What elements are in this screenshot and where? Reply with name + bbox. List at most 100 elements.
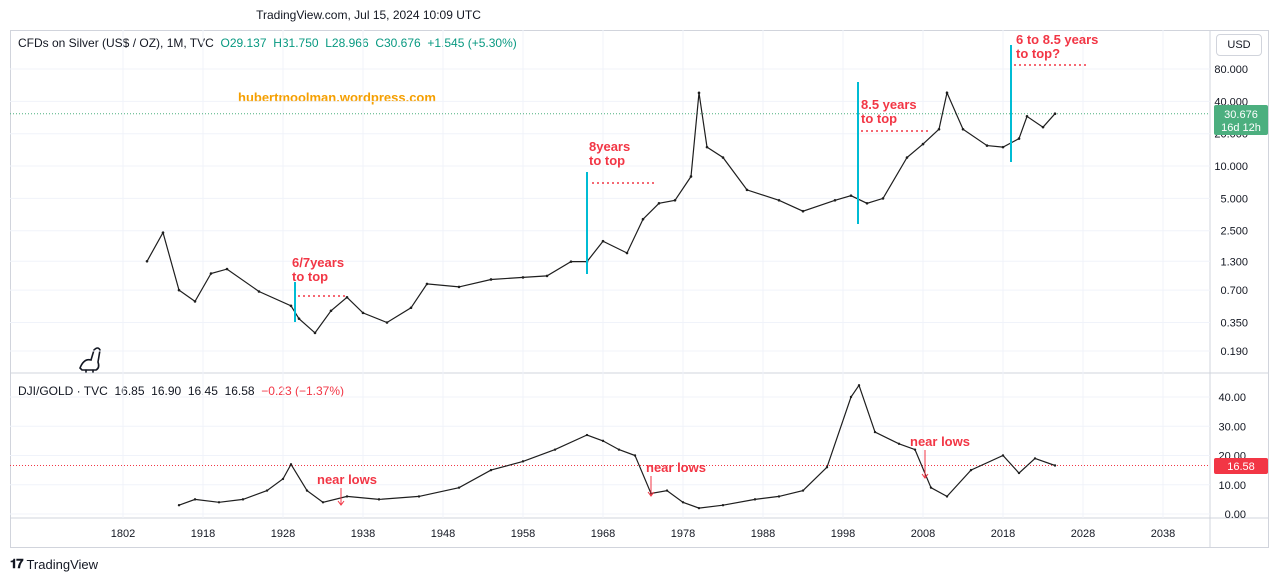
dji-gold-data-point — [753, 498, 757, 501]
x-tick-label: 1988 — [751, 528, 775, 540]
silver-data-point — [961, 127, 965, 131]
dji-gold-data-point — [457, 486, 461, 489]
dji-gold-data-point — [913, 448, 917, 451]
silver-data-point — [257, 290, 261, 293]
dji-gold-data-point — [665, 489, 669, 492]
dji-gold-data-point — [521, 460, 525, 463]
x-tick-label: 1948 — [431, 528, 455, 540]
dji-gold-data-point — [1053, 464, 1057, 467]
dji-gold-data-point — [217, 501, 221, 504]
silver-data-point — [921, 142, 925, 146]
x-tick-label: 2008 — [911, 528, 935, 540]
silver-data-point — [721, 156, 725, 159]
cycle-annotation-line1: 6 to 8.5 years — [1016, 32, 1098, 47]
cycle-annotation-line2: to top? — [1016, 46, 1060, 61]
silver-data-point — [345, 296, 349, 299]
silver-data-point — [545, 274, 549, 278]
dji-gold-data-point — [777, 495, 781, 498]
silver-data-point — [1001, 145, 1005, 149]
chart-caption: TradingView.com, Jul 15, 2024 10:09 UTC — [256, 8, 481, 22]
silver-data-point — [801, 209, 805, 213]
silver-open: O29.137 — [220, 36, 267, 50]
silver-data-point — [385, 321, 389, 324]
x-tick-label: 1978 — [671, 528, 695, 540]
near-lows-label: near lows — [910, 434, 970, 449]
silver-data-point — [569, 260, 573, 263]
near-lows-label: near lows — [646, 460, 706, 475]
cycle-annotation-line2: to top — [292, 269, 328, 284]
silver-data-point — [225, 267, 229, 271]
silver-data-point — [849, 194, 853, 197]
silver-data-point — [1017, 137, 1021, 140]
near-lows-arrowhead — [921, 473, 929, 479]
silver-data-point — [521, 276, 525, 279]
dji-gold-data-point — [825, 466, 829, 469]
dji-gold-data-point — [305, 489, 309, 492]
silver-data-point — [145, 259, 149, 263]
dji-gold-data-point — [377, 498, 381, 501]
dji-gold-data-point — [929, 486, 933, 489]
x-tick-label: 1928 — [271, 528, 295, 540]
dji-gold-badge-value: 16.58 — [1227, 461, 1255, 473]
dji-gold-data-point — [897, 442, 901, 445]
silver-data-point — [697, 91, 701, 95]
x-tick-label: 2018 — [991, 528, 1015, 540]
dji-gold-data-point — [1033, 457, 1037, 460]
silver-data-point — [1025, 115, 1029, 118]
x-tick-label: 1968 — [591, 528, 615, 540]
silver-data-point — [313, 331, 317, 335]
dji-gold-data-point — [177, 504, 181, 507]
silver-data-point — [457, 285, 461, 289]
silver-data-point — [361, 311, 365, 315]
silver-data-point — [1053, 112, 1057, 116]
x-tick-label: 2028 — [1071, 528, 1095, 540]
dji-gold-data-point — [489, 468, 493, 472]
silver-badge-value: 30.676 — [1224, 109, 1258, 121]
dji-gold-price-badge: 16.58 — [1214, 458, 1268, 474]
silver-data-point — [745, 188, 749, 192]
near-lows-label: near lows — [317, 472, 377, 487]
silver-close: C30.676 — [375, 36, 421, 50]
dji-gold-data-point — [697, 506, 701, 510]
silver-data-point — [881, 197, 885, 200]
silver-data-point — [1041, 125, 1045, 129]
dji-gold-data-point — [633, 454, 637, 457]
silver-data-point — [409, 306, 413, 310]
x-tick-label: 1998 — [831, 528, 855, 540]
x-tick-label: 1938 — [351, 528, 375, 540]
dji-gold-close: 16.58 — [224, 384, 255, 398]
silver-data-point — [985, 144, 989, 147]
dji-gold-data-point — [617, 448, 621, 451]
cycle-annotation-line1: 8.5 years — [861, 97, 917, 112]
silver-y-tick-label: 0.700 — [1220, 285, 1248, 297]
silver-high: H31.750 — [273, 36, 319, 50]
dji-gold-data-point — [281, 477, 285, 481]
silver-data-point — [641, 217, 645, 221]
x-tick-label: 2038 — [1151, 528, 1175, 540]
chart-frame[interactable] — [10, 30, 1269, 548]
dji-gold-data-point — [1017, 471, 1021, 475]
near-lows-arrowhead — [337, 500, 345, 506]
dji-gold-data-point — [585, 433, 589, 437]
silver-y-tick-label: 1.300 — [1220, 256, 1248, 268]
near-lows-arrowhead — [647, 491, 655, 497]
silver-data-point — [289, 304, 293, 308]
dinosaur-icon — [79, 347, 101, 373]
dji-gold-data-point — [857, 384, 861, 387]
dji-gold-data-point — [873, 430, 877, 434]
currency-button[interactable]: USD — [1216, 34, 1262, 56]
tradingview-logo-text: TradingView — [26, 556, 99, 572]
silver-change: +1.545 (+5.30%) — [427, 36, 517, 50]
cycle-annotation-line2: to top — [589, 153, 625, 168]
silver-y-tick-label: 5.000 — [1220, 193, 1248, 205]
silver-data-point — [657, 202, 661, 205]
silver-symbol: CFDs on Silver (US$ / OZ), 1M, TVC — [18, 36, 214, 50]
dji-gold-data-point — [721, 504, 725, 507]
dji-y-tick-label: 30.00 — [1218, 421, 1246, 433]
tradingview-logo[interactable]: 𝟏𝟕 TradingView — [10, 556, 98, 572]
dji-gold-data-point — [193, 498, 197, 501]
x-tick-label: 1918 — [191, 528, 215, 540]
dji-gold-data-point — [241, 498, 245, 501]
silver-data-point — [945, 91, 949, 95]
